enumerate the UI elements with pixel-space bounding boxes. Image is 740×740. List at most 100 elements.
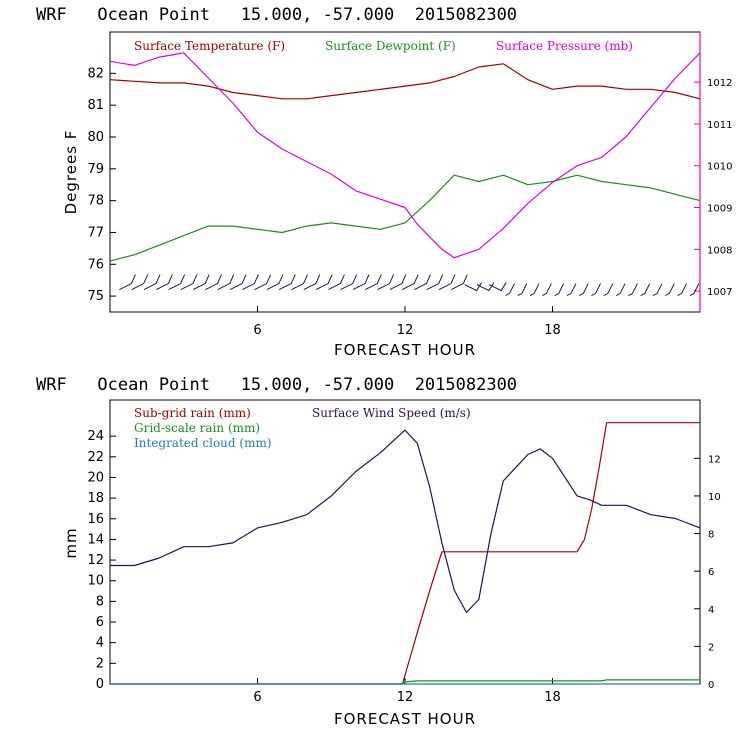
wind-barb	[554, 283, 565, 296]
top-y-tick-label: 77	[87, 225, 104, 240]
wind-barb	[689, 283, 700, 296]
wind-barbs-group	[119, 274, 700, 296]
surface-wind-speed-line	[110, 429, 701, 614]
bottom-y-tick-label: 20	[87, 470, 104, 485]
wind-barb	[451, 274, 468, 290]
wind-barb	[517, 283, 528, 296]
bottom-x-tick-label: 6	[253, 690, 261, 705]
wind-barb	[603, 283, 614, 296]
bottom-y-tick-label: 6	[96, 615, 104, 630]
wind-barb	[119, 274, 136, 290]
wind-barb	[242, 274, 259, 290]
wind-barb	[414, 274, 431, 290]
wind-barb	[505, 283, 515, 296]
top-x-tick-label: 6	[253, 323, 261, 338]
top-y-tick-label: 76	[87, 257, 104, 272]
wind-barb	[352, 274, 370, 290]
wind-barb	[488, 282, 507, 292]
sub-grid-rain-line	[110, 422, 700, 685]
bottom-y2-tick-label: 8	[708, 530, 714, 541]
wind-barb	[677, 283, 688, 296]
wind-barb	[229, 274, 247, 290]
bottom-right-ticks: 0 2 4 6 8 10 12	[708, 454, 721, 691]
bottom-y-tick-label: 8	[96, 594, 104, 609]
wind-barb	[438, 274, 456, 290]
top-y-tick-label: 82	[87, 66, 104, 81]
top-y-tick-label: 81	[87, 98, 104, 113]
legend-surface-temperature: Surface Temperature (F)	[134, 39, 285, 53]
wind-barb	[579, 283, 589, 296]
legend-integrated-cloud: Integrated cloud (mm)	[134, 436, 272, 450]
bottom-y2-tick-label: 4	[708, 605, 714, 616]
wind-barb	[205, 274, 222, 290]
bottom-y2-tick-label: 0	[708, 680, 714, 691]
wind-barb	[315, 274, 333, 290]
wind-barb	[279, 274, 296, 290]
bottom-y2-tick-label: 12	[708, 454, 721, 465]
wind-barb	[529, 283, 540, 296]
wind-barb	[426, 274, 444, 290]
wind-barb	[377, 274, 395, 290]
top-left-ticks: 75 76 77 78 79 80 81 82	[87, 66, 104, 304]
bottom-y-tick-label: 2	[96, 656, 104, 671]
surface-temperature-line	[109, 63, 701, 100]
bottom-y2-tick-label: 6	[708, 567, 714, 578]
wind-barb	[566, 283, 577, 296]
bottom-x-tick-label: 12	[397, 690, 414, 705]
bottom-y-tick-label: 14	[87, 532, 104, 547]
wind-barb	[217, 274, 235, 290]
wind-barb	[401, 274, 419, 290]
wind-barb	[652, 283, 663, 296]
wind-barb	[389, 274, 407, 290]
wind-barb	[665, 283, 675, 296]
wind-barb	[628, 283, 638, 296]
legend-surface-dewpoint: Surface Dewpoint (F)	[325, 39, 456, 53]
bottom-y-axis-label: mm	[62, 527, 80, 558]
top-chart-title: WRF Ocean Point 15.000, -57.000 20150823…	[36, 5, 517, 25]
wind-barb	[615, 283, 626, 296]
wind-barb	[266, 274, 284, 290]
wind-barb	[143, 274, 161, 290]
wind-barb	[180, 274, 198, 290]
bottom-y-tick-label: 16	[87, 512, 104, 527]
top-x-tick-label: 12	[397, 323, 414, 338]
wind-barb	[303, 274, 321, 290]
bottom-y-tick-label: 22	[87, 450, 104, 465]
bottom-chart-title: WRF Ocean Point 15.000, -57.000 20150823…	[36, 375, 517, 395]
bottom-y2-tick-label: 10	[708, 492, 721, 503]
top-panel: WRF Ocean Point 15.000, -57.000 20150823…	[36, 5, 732, 359]
wind-barb	[476, 282, 495, 292]
wind-barb	[464, 282, 483, 292]
top-y2-tick-label: 1012	[707, 78, 732, 89]
bottom-panel: WRF Ocean Point 15.000, -57.000 20150823…	[36, 375, 721, 728]
top-plot-frame	[109, 31, 701, 313]
surface-pressure-line	[109, 52, 701, 259]
bottom-y2-tick-label: 2	[708, 642, 714, 653]
top-right-ticks: 1007 1008 1009 1010 1011 1012	[707, 78, 732, 298]
top-x-tick-label: 18	[544, 323, 561, 338]
top-y2-tick-label: 1007	[707, 287, 732, 298]
legend-grid-scale-rain: Grid-scale rain (mm)	[134, 421, 260, 435]
legend-surface-pressure: Surface Pressure (mb)	[496, 39, 633, 53]
wind-barb	[254, 274, 272, 290]
top-series-group	[109, 52, 701, 312]
wind-barb	[340, 274, 358, 290]
bottom-x-ticks: 6 12 18	[253, 690, 560, 705]
top-x-ticks: 6 12 18	[253, 323, 560, 338]
top-y2-tick-label: 1009	[707, 204, 732, 215]
wind-barb	[542, 283, 552, 296]
top-y-tick-label: 80	[87, 130, 104, 145]
bottom-y-tick-label: 0	[96, 677, 104, 692]
top-y-tick-label: 79	[87, 162, 104, 177]
top-y2-tick-label: 1011	[707, 120, 732, 131]
wind-barb	[291, 274, 308, 290]
top-x-axis-label: FORECAST HOUR	[334, 341, 476, 359]
bottom-y-tick-label: 12	[87, 553, 104, 568]
top-y-axis-label: Degrees F	[62, 130, 80, 215]
bottom-y-tick-label: 4	[96, 636, 104, 651]
wind-barb	[156, 274, 173, 290]
bottom-y-tick-label: 18	[87, 491, 104, 506]
bottom-y-tick-label: 10	[87, 574, 104, 589]
top-y2-tick-label: 1010	[707, 162, 732, 173]
top-y2-tick-label: 1008	[707, 245, 732, 256]
